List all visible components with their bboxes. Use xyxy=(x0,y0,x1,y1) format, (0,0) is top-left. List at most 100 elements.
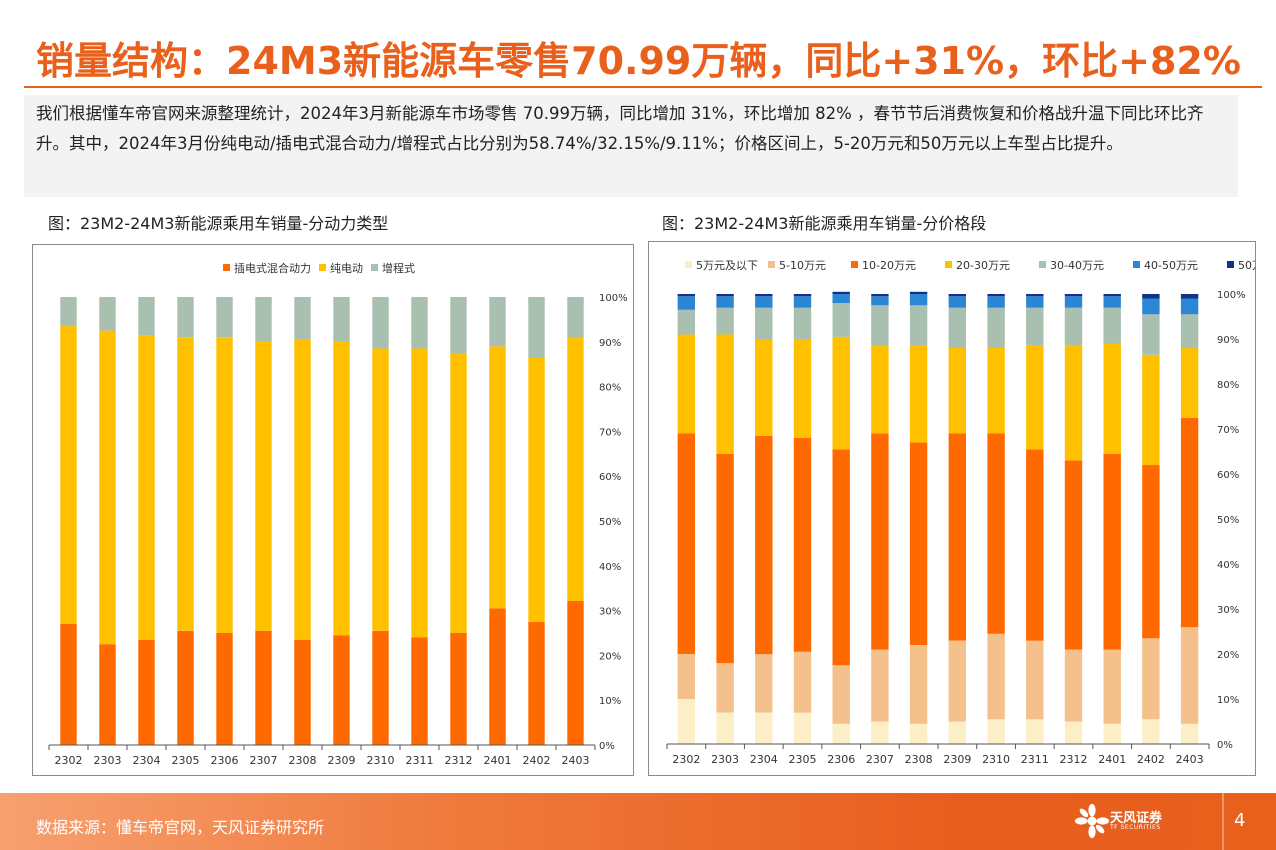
y-tick-label: 60% xyxy=(1217,470,1239,481)
bar-segment xyxy=(755,712,773,744)
legend-item: 30-40万元 xyxy=(1039,259,1104,272)
y-tick-label: 100% xyxy=(599,293,628,304)
bar-segment xyxy=(1180,627,1199,724)
x-tick-label: 2402 xyxy=(1137,753,1165,766)
y-tick-label: 50% xyxy=(1217,515,1239,526)
bar-segment xyxy=(987,719,1005,745)
bar-segment xyxy=(987,307,1005,348)
bar-segment xyxy=(1103,649,1121,724)
bar-segment xyxy=(677,294,695,297)
y-tick-label: 40% xyxy=(599,562,621,573)
bar-segment xyxy=(871,294,889,297)
x-tick-label: 2304 xyxy=(133,754,161,767)
bar-segment xyxy=(1026,296,1044,308)
bar-segment xyxy=(528,297,545,358)
y-tick-label: 0% xyxy=(599,741,615,752)
bar-segment xyxy=(909,291,928,294)
bar-segment xyxy=(450,353,467,633)
bar-segment xyxy=(216,297,233,338)
legend-swatch xyxy=(1133,261,1140,268)
bar-segment xyxy=(793,339,812,438)
bar-segment xyxy=(793,307,812,339)
bar-segment xyxy=(755,339,773,436)
bar-segment xyxy=(909,345,928,443)
bar-segment xyxy=(677,699,695,744)
bar-segment xyxy=(832,449,850,666)
x-tick-label: 2403 xyxy=(562,754,590,767)
bar-segment xyxy=(948,294,966,297)
bar-segment xyxy=(716,334,734,454)
legend-label: 10-20万元 xyxy=(862,259,916,272)
y-tick-label: 90% xyxy=(599,338,621,349)
legend-label: 30-40万元 xyxy=(1050,259,1104,272)
legend-item: 增程式 xyxy=(371,261,415,275)
bar-segment xyxy=(372,348,389,631)
bar-segment xyxy=(567,337,584,601)
bar-segment xyxy=(948,640,966,722)
bar-segment xyxy=(1064,307,1083,346)
legend-label: 插电式混合动力 xyxy=(234,261,311,275)
bar-segment xyxy=(677,654,695,699)
legend-label: 5-10万元 xyxy=(779,259,826,272)
title-divider xyxy=(24,86,1262,88)
bar-segment xyxy=(60,297,77,327)
bar-segment xyxy=(793,296,812,308)
bar-segment xyxy=(1180,348,1199,418)
x-tick-label: 2310 xyxy=(982,753,1010,766)
bar-segment xyxy=(333,635,350,745)
summary-text: 我们根据懂车帝官网来源整理统计，2024年3月新能源车市场零售 70.99万辆，… xyxy=(24,95,1238,197)
chart-legend: 5万元及以下 5-10万元 10-20万元 20-30万元 30-40万元 40-50万元… xyxy=(685,259,1255,272)
x-tick-label: 2309 xyxy=(328,754,356,767)
bar-segment xyxy=(1142,719,1160,745)
bar-segment xyxy=(528,621,545,745)
x-tick-label: 2311 xyxy=(1021,753,1049,766)
bar-segment xyxy=(793,438,812,652)
y-tick-label: 20% xyxy=(1217,650,1239,661)
y-tick-label: 80% xyxy=(1217,380,1239,391)
bar-segment xyxy=(99,330,116,645)
bar-segment xyxy=(294,339,311,640)
bar-segment xyxy=(716,307,734,335)
bar-segment xyxy=(871,296,889,306)
bar-segment xyxy=(411,637,428,745)
bar-segment xyxy=(871,345,889,434)
x-tick-label: 2303 xyxy=(711,753,739,766)
bar-segment xyxy=(1103,296,1121,308)
bar-segment xyxy=(871,721,889,744)
bar-segment xyxy=(987,294,1005,297)
bar-segment xyxy=(832,294,850,303)
bar-segment xyxy=(755,296,773,308)
bar-segment xyxy=(1026,449,1044,641)
x-tick-label: 2309 xyxy=(943,753,971,766)
bar-segment xyxy=(832,303,850,337)
bar-segment xyxy=(1180,417,1199,628)
bar-segment xyxy=(832,336,850,450)
bar-segment xyxy=(755,294,773,297)
bar-segment xyxy=(411,348,428,638)
bar-segment xyxy=(832,291,850,294)
legend-label: 增程式 xyxy=(382,261,415,275)
bar-segment xyxy=(716,663,734,713)
legend-swatch xyxy=(768,261,775,268)
bar-segment xyxy=(138,335,155,640)
bar-segment xyxy=(1103,453,1121,650)
powertrain-share-chart: 插电式混合动力 纯电动 增程式 2302 2303 2304 2305 2306 2307 230… xyxy=(48,261,628,767)
x-tick-label: 2312 xyxy=(445,754,473,767)
x-tick-label: 2311 xyxy=(406,754,434,767)
legend-swatch xyxy=(851,261,858,268)
bar-segment xyxy=(411,297,428,349)
footer-bar: 数据来源：懂车帝官网，天风证券研究所 天风证券 TF SECURITIES 4 xyxy=(0,793,1276,850)
bar-segment xyxy=(99,644,116,745)
legend-item: 50万元以上 xyxy=(1227,259,1255,272)
bar-segment xyxy=(716,712,734,744)
x-tick-label: 2304 xyxy=(750,753,778,766)
y-tick-label: 30% xyxy=(1217,605,1239,616)
footer-divider xyxy=(1222,793,1224,850)
chart-legend: 插电式混合动力 纯电动 增程式 xyxy=(223,261,415,275)
y-tick-label: 50% xyxy=(599,517,621,528)
y-tick-label: 70% xyxy=(1217,425,1239,436)
bar-segment xyxy=(1103,343,1121,454)
bar-segment xyxy=(948,307,966,348)
bar-segment xyxy=(1064,294,1083,297)
bars xyxy=(60,297,584,745)
